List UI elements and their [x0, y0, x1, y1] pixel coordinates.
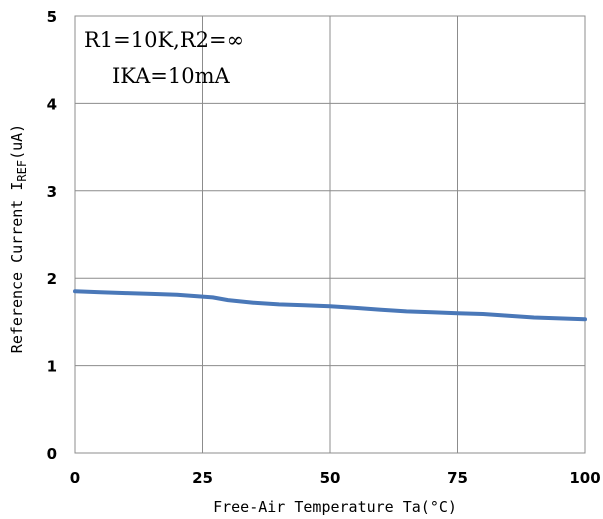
- annotation-current: IKA=10mA: [112, 64, 231, 88]
- y-tick-label-4: 4: [47, 95, 57, 113]
- y-axis-title-main: Reference Current I: [8, 182, 26, 354]
- y-tick-label-1: 1: [47, 358, 57, 376]
- y-axis-title-unit: (uA): [8, 124, 26, 160]
- series-line-reference-current: [73, 289, 587, 322]
- x-tick-label-0: 0: [70, 469, 80, 487]
- y-tick-label-5: 5: [47, 8, 57, 26]
- x-tick-labels: 0 25 50 75 100: [70, 469, 601, 487]
- y-axis-title: Reference Current IREF(uA): [8, 124, 29, 353]
- y-tick-labels: 0 1 2 3 4 5: [47, 8, 57, 463]
- y-axis-title-subscript: REF: [15, 160, 29, 182]
- plot-frame: [74, 15, 586, 454]
- x-tick-label-50: 50: [320, 469, 341, 487]
- y-tick-label-0: 0: [47, 445, 57, 463]
- x-tick-label-25: 25: [192, 469, 213, 487]
- x-tick-label-75: 75: [447, 469, 468, 487]
- y-tick-label-2: 2: [47, 270, 57, 288]
- x-tick-label-100: 100: [569, 469, 600, 487]
- annotation-resistors: R1=10K,R2=∞: [84, 28, 244, 52]
- y-tick-label-3: 3: [47, 183, 57, 201]
- x-axis-title: Free-Air Temperature Ta(°C): [213, 498, 457, 516]
